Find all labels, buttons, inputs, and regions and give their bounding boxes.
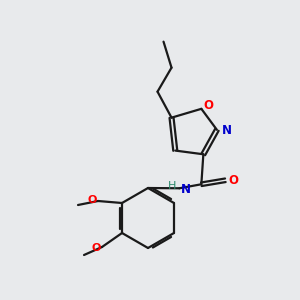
Text: O: O xyxy=(228,174,238,187)
Text: N: N xyxy=(181,183,191,196)
Text: H: H xyxy=(168,181,176,191)
Text: O: O xyxy=(88,195,97,205)
Text: N: N xyxy=(222,124,232,137)
Text: O: O xyxy=(203,99,213,112)
Text: O: O xyxy=(92,243,101,253)
